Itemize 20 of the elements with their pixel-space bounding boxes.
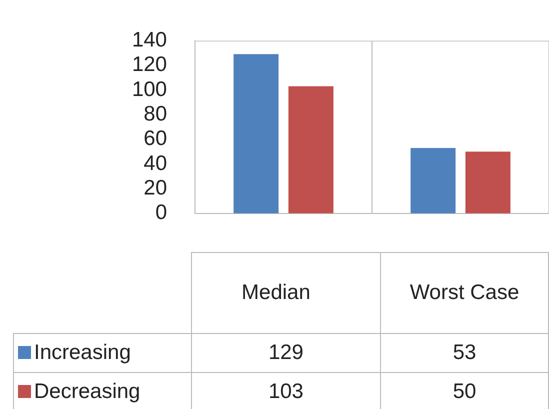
data-label: 50 [380, 372, 548, 409]
data-label: 53 [380, 334, 548, 372]
y-tick-label: 20 [144, 176, 167, 200]
x-tick-label: Worst Case [380, 252, 548, 334]
bar [410, 148, 456, 214]
y-tick-label: 80 [144, 102, 167, 126]
y-tick-label: 60 [144, 127, 167, 150]
y-tick-label: 0 [155, 201, 167, 224]
y-tick-label: 120 [132, 53, 167, 76]
y-tick-label: 140 [132, 28, 167, 52]
bar [465, 152, 510, 214]
x-tick-label: Median [191, 252, 380, 334]
legend-label: Decreasing [14, 372, 192, 409]
bar [234, 54, 279, 214]
y-tick-label: 100 [132, 78, 167, 101]
legend-label: Increasing [14, 334, 192, 372]
data-label: 103 [191, 372, 380, 409]
y-tick-label: 40 [144, 152, 167, 175]
data-label: 129 [191, 334, 380, 372]
bar [288, 86, 334, 214]
